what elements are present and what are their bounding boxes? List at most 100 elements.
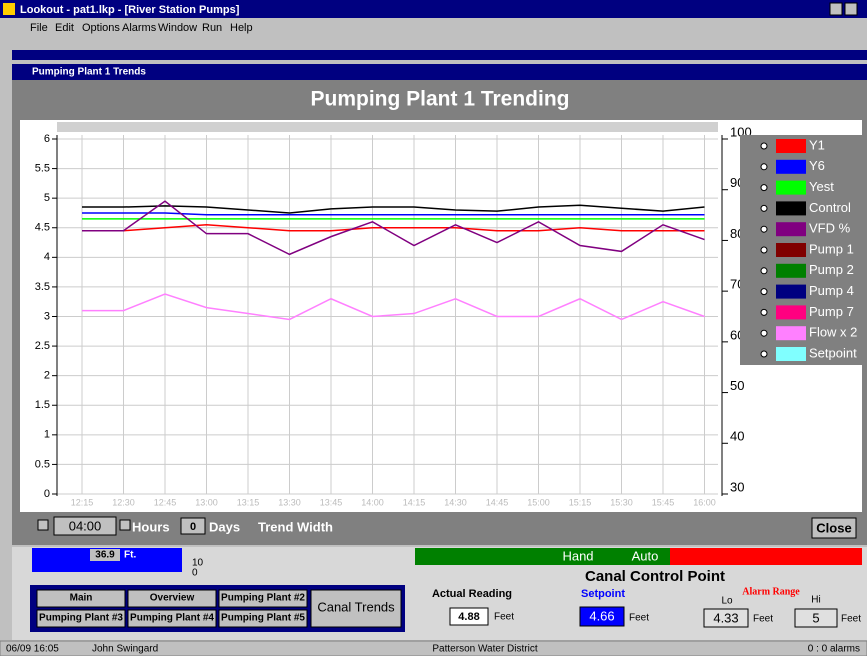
level-unit: Ft. (124, 550, 136, 561)
y-tick-label: 4.5 (35, 222, 50, 234)
y-tick-label: 0.5 (35, 458, 50, 470)
menu-item[interactable]: Help (230, 22, 253, 34)
y2-tick-label: 40 (730, 429, 744, 444)
trend-line (82, 293, 705, 321)
legend: Y1 Y6 Yest Control VFD % Pump 1 Pump 2 Pump 4 Pu… (740, 135, 862, 365)
x-tick-label: 14:45 (486, 497, 509, 507)
legend-toggle[interactable] (760, 204, 768, 212)
nav-button[interactable] (127, 609, 217, 628)
status-alarms: 0 : 0 alarms (808, 644, 860, 655)
y-tick-label: 3.5 (35, 281, 50, 293)
legend-toggle[interactable] (760, 350, 768, 358)
nav-button[interactable] (127, 589, 217, 608)
setpoint-field[interactable] (579, 606, 625, 627)
y2-tick-label: 30 (730, 479, 744, 494)
window-title: Lookout - pat1.lkp - [River Station Pump… (20, 4, 240, 16)
lo-value: 4.33 (713, 610, 738, 625)
y-tick-label: 1.5 (35, 399, 50, 411)
legend-toggle[interactable] (760, 267, 768, 275)
y-tick-label: 2.5 (35, 340, 50, 352)
legend-toggle[interactable] (760, 163, 768, 171)
alarm-bar (670, 548, 862, 565)
chart-title: Pumping Plant 1 Trending (310, 88, 569, 111)
x-tick-label: 12:30 (112, 497, 135, 507)
legend-toggle[interactable] (760, 246, 768, 254)
legend-swatch (776, 243, 806, 257)
nav-button[interactable] (36, 589, 126, 608)
legend-label: Pump 1 (809, 241, 854, 256)
nav-button[interactable] (310, 589, 402, 628)
lo-label: Lo (721, 596, 733, 607)
spin[interactable] (119, 519, 131, 531)
legend-label: Y1 (809, 137, 825, 152)
menu-item[interactable]: Window (158, 22, 197, 34)
trend-line (82, 200, 705, 256)
legend-toggle[interactable] (760, 329, 768, 337)
control-panel: 36.9 Ft. 10 0 Main Overview Pumping Plan… (12, 547, 867, 640)
legend-label: Pump 4 (809, 283, 854, 298)
menu-item[interactable]: Options (82, 22, 120, 34)
hi-unit: Feet (841, 614, 861, 625)
scroll-bar[interactable] (57, 122, 718, 132)
lo-unit: Feet (753, 614, 773, 625)
width-field[interactable] (53, 516, 117, 536)
legend-toggle[interactable] (760, 308, 768, 316)
legend-swatch (776, 222, 806, 237)
legend-toggle[interactable] (760, 288, 768, 296)
legend-label: Y6 (809, 158, 825, 173)
nav-button[interactable] (218, 609, 308, 628)
maximize[interactable] (844, 2, 858, 16)
nav-button[interactable] (36, 609, 126, 628)
legend-swatch (776, 139, 806, 153)
x-tick-label: 16:00 (693, 497, 716, 507)
hours-label: Hours (132, 519, 170, 534)
legend-toggle[interactable] (760, 225, 768, 233)
days-label: Days (209, 519, 240, 534)
y-tick-label: 5.5 (35, 162, 50, 174)
auto-label: Auto (632, 548, 659, 563)
menu-item[interactable]: File (30, 22, 48, 34)
status-user: John Swingard (92, 644, 158, 655)
x-tick-label: 12:45 (154, 497, 177, 507)
y-tick-label: 1 (44, 429, 50, 441)
level-value: 36.9 (95, 550, 115, 561)
legend-toggle[interactable] (760, 184, 768, 192)
legend-swatch (776, 180, 806, 195)
legend-toggle[interactable] (760, 142, 768, 150)
scale-lo: 0 (192, 568, 198, 579)
menu-item[interactable]: Alarms (122, 22, 157, 34)
y-tick-label: 3 (44, 310, 50, 322)
spin[interactable] (37, 519, 49, 531)
window-buttons[interactable] (829, 2, 858, 16)
legend-swatch (776, 159, 806, 174)
minimize[interactable] (829, 2, 843, 16)
x-tick-label: 14:00 (361, 497, 384, 507)
legend-swatch (776, 201, 806, 216)
legend-swatch (776, 284, 806, 299)
lines (82, 200, 705, 321)
x-tick-label: 12:15 (71, 497, 94, 507)
close-label: Close (816, 520, 851, 535)
lo-field[interactable] (703, 608, 749, 628)
actual-label: Actual Reading (432, 588, 512, 600)
legend-swatch (776, 347, 806, 361)
x-tick-label: 15:00 (527, 497, 550, 507)
days-field[interactable] (180, 517, 206, 535)
hand-bar (415, 548, 670, 565)
legend-label: Flow x 2 (809, 325, 857, 340)
nav-label: Pumping Plant #3 (39, 613, 123, 624)
close-button[interactable] (811, 517, 857, 539)
menu-item[interactable]: Edit (55, 22, 74, 34)
child-title-bar (12, 64, 867, 80)
nav-button[interactable] (218, 589, 308, 608)
alarm-label: Alarm Range (742, 586, 800, 597)
hi-field[interactable] (794, 608, 838, 628)
trend-width-label: Trend Width (258, 519, 333, 534)
nav-label: Overview (150, 593, 195, 604)
days-value: 0 (190, 521, 196, 533)
legend-label: Setpoint (809, 345, 857, 360)
menu-item[interactable]: Run (202, 22, 222, 34)
setpoint-label: Setpoint (581, 588, 625, 600)
legend-label: Yest (809, 179, 834, 194)
